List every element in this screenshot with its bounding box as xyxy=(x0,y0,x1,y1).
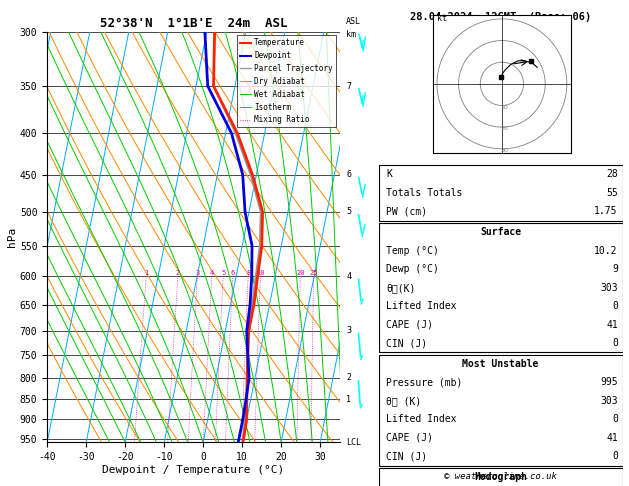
Text: 10.2: 10.2 xyxy=(594,246,618,256)
Text: 2: 2 xyxy=(175,270,180,277)
Text: 3: 3 xyxy=(346,326,351,335)
Text: PW (cm): PW (cm) xyxy=(386,207,427,216)
Text: 995: 995 xyxy=(600,378,618,387)
Text: 5: 5 xyxy=(346,208,351,216)
Text: 3: 3 xyxy=(195,270,199,277)
Text: CAPE (J): CAPE (J) xyxy=(386,433,433,443)
Text: ASL: ASL xyxy=(346,17,361,26)
Text: 7: 7 xyxy=(346,82,351,90)
Text: Hodograph: Hodograph xyxy=(474,472,527,482)
Text: 0: 0 xyxy=(612,415,618,424)
Text: © weatheronline.co.uk: © weatheronline.co.uk xyxy=(444,472,557,481)
Text: 6: 6 xyxy=(231,270,235,277)
Bar xyxy=(379,468,623,486)
Text: 4: 4 xyxy=(346,272,351,281)
X-axis label: Dewpoint / Temperature (°C): Dewpoint / Temperature (°C) xyxy=(103,465,284,475)
Text: Lifted Index: Lifted Index xyxy=(386,301,457,311)
Text: Temp (°C): Temp (°C) xyxy=(386,246,439,256)
Text: 25: 25 xyxy=(309,270,318,277)
Title: 52°38'N  1°1B'E  24m  ASL: 52°38'N 1°1B'E 24m ASL xyxy=(99,17,287,31)
Text: 1.75: 1.75 xyxy=(594,207,618,216)
Text: CIN (J): CIN (J) xyxy=(386,451,427,461)
Text: 303: 303 xyxy=(600,396,618,406)
Text: 2: 2 xyxy=(346,373,351,382)
Text: 28: 28 xyxy=(606,170,618,179)
Text: 28.04.2024  12GMT  (Base: 06): 28.04.2024 12GMT (Base: 06) xyxy=(410,12,591,22)
Text: 55: 55 xyxy=(606,188,618,198)
Text: θᴄ (K): θᴄ (K) xyxy=(386,396,421,406)
Bar xyxy=(379,165,623,221)
Text: 6: 6 xyxy=(346,170,351,179)
Text: LCL: LCL xyxy=(346,438,361,447)
Text: Lifted Index: Lifted Index xyxy=(386,415,457,424)
Text: 1: 1 xyxy=(144,270,148,277)
Text: 10: 10 xyxy=(500,104,508,110)
Text: 8: 8 xyxy=(246,270,250,277)
Text: K: K xyxy=(386,170,392,179)
Text: km: km xyxy=(346,30,356,39)
Text: Pressure (mb): Pressure (mb) xyxy=(386,378,462,387)
Text: 1: 1 xyxy=(346,395,351,404)
Text: 9: 9 xyxy=(612,264,618,274)
Text: 41: 41 xyxy=(606,320,618,330)
Text: 30: 30 xyxy=(500,148,508,153)
Text: 20: 20 xyxy=(296,270,304,277)
Text: 10: 10 xyxy=(256,270,265,277)
Text: Totals Totals: Totals Totals xyxy=(386,188,462,198)
Text: CIN (J): CIN (J) xyxy=(386,338,427,348)
Text: 5: 5 xyxy=(221,270,225,277)
Text: kt: kt xyxy=(437,14,447,23)
Bar xyxy=(379,355,623,466)
Text: 41: 41 xyxy=(606,433,618,443)
Text: Surface: Surface xyxy=(480,227,521,237)
Text: 20: 20 xyxy=(500,126,508,131)
Text: 0: 0 xyxy=(612,451,618,461)
Text: 0: 0 xyxy=(612,338,618,348)
Text: CAPE (J): CAPE (J) xyxy=(386,320,433,330)
Legend: Temperature, Dewpoint, Parcel Trajectory, Dry Adiabat, Wet Adiabat, Isotherm, Mi: Temperature, Dewpoint, Parcel Trajectory… xyxy=(237,35,336,127)
Text: 303: 303 xyxy=(600,283,618,293)
Y-axis label: hPa: hPa xyxy=(7,227,17,247)
Text: Most Unstable: Most Unstable xyxy=(462,359,539,369)
Text: 4: 4 xyxy=(209,270,214,277)
Text: 0: 0 xyxy=(612,301,618,311)
Text: θᴄ(K): θᴄ(K) xyxy=(386,283,415,293)
Text: Dewp (°C): Dewp (°C) xyxy=(386,264,439,274)
Bar xyxy=(379,223,623,352)
